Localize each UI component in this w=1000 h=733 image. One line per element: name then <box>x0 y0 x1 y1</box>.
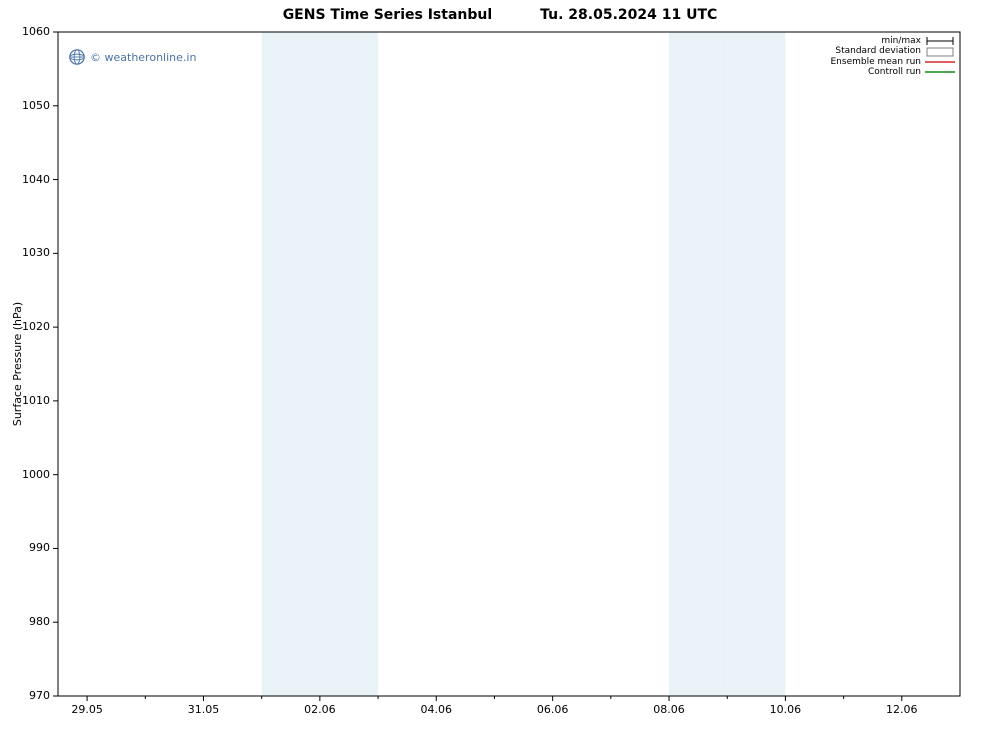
x-tick-label: 10.06 <box>765 703 805 716</box>
legend-swatch <box>925 36 955 46</box>
legend-swatch <box>925 57 955 67</box>
y-tick-label: 1040 <box>22 173 50 186</box>
globe-icon <box>68 48 86 66</box>
legend-item: Controll run <box>831 67 956 77</box>
y-tick-label: 970 <box>29 689 50 702</box>
y-tick-label: 1020 <box>22 320 50 333</box>
chart-title: GENS Time Series Istanbul Tu. 28.05.2024 … <box>0 7 1000 23</box>
x-tick-label: 29.05 <box>67 703 107 716</box>
x-tick-label: 06.06 <box>533 703 573 716</box>
y-tick-label: 1010 <box>22 394 50 407</box>
legend-label: Controll run <box>868 67 921 77</box>
watermark-text: © weatheronline.in <box>90 51 196 64</box>
legend-label: Standard deviation <box>835 46 921 56</box>
x-tick-label: 08.06 <box>649 703 689 716</box>
legend-swatch <box>925 67 955 77</box>
x-tick-label: 12.06 <box>882 703 922 716</box>
y-tick-label: 1050 <box>22 99 50 112</box>
x-tick-label: 02.06 <box>300 703 340 716</box>
legend-swatch <box>925 47 955 57</box>
watermark: © weatheronline.in <box>68 48 196 66</box>
y-tick-label: 980 <box>29 615 50 628</box>
legend-label: min/max <box>881 36 921 46</box>
legend: min/maxStandard deviationEnsemble mean r… <box>831 36 956 77</box>
legend-item: min/max <box>831 36 956 46</box>
x-tick-label: 31.05 <box>183 703 223 716</box>
legend-item: Standard deviation <box>831 46 956 56</box>
x-tick-label: 04.06 <box>416 703 456 716</box>
legend-label: Ensemble mean run <box>831 57 922 67</box>
title-right: Tu. 28.05.2024 11 UTC <box>540 7 717 23</box>
y-axis-label: Surface Pressure (hPa) <box>11 32 24 696</box>
title-left: GENS Time Series Istanbul <box>283 7 492 23</box>
y-tick-label: 990 <box>29 541 50 554</box>
y-tick-label: 1030 <box>22 246 50 259</box>
pressure-chart <box>0 0 1000 733</box>
y-tick-label: 1060 <box>22 25 50 38</box>
y-tick-label: 1000 <box>22 468 50 481</box>
legend-item: Ensemble mean run <box>831 57 956 67</box>
